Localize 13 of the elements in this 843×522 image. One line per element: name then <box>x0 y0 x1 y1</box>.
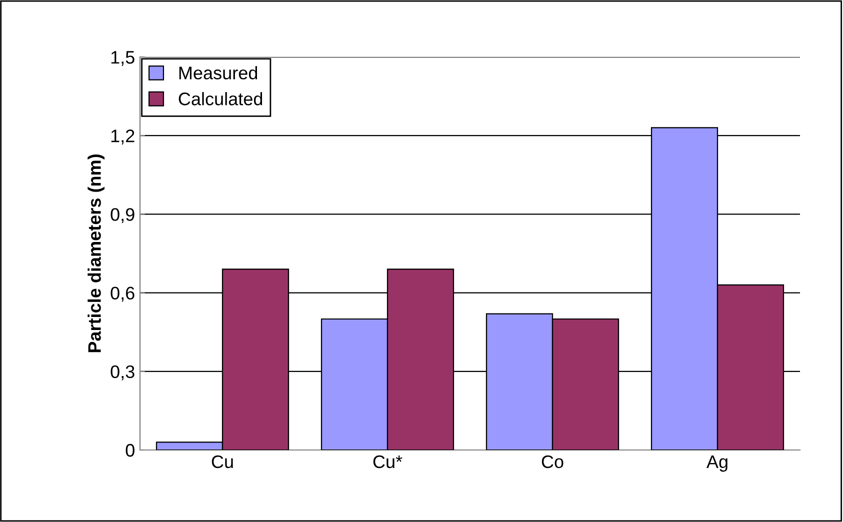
x-tick-label: Ag <box>706 456 728 472</box>
legend-label: Calculated <box>178 92 262 106</box>
y-tick-label: 0,9 <box>110 208 134 224</box>
y-tick-label: 1,5 <box>111 51 134 66</box>
y-tick-label: 0,3 <box>110 365 134 380</box>
y-tick-label: 1,2 <box>111 130 134 144</box>
legend-label: Measured <box>179 66 258 80</box>
y-axis-title: Particle diameters (nm) <box>88 154 104 352</box>
x-tick-label: Co <box>542 455 564 468</box>
x-tick-label: Cu* <box>373 455 402 468</box>
y-tick-label: 0 <box>126 444 134 457</box>
y-tick-label: 0,6 <box>110 286 134 302</box>
x-tick-label: Cu <box>212 455 233 468</box>
